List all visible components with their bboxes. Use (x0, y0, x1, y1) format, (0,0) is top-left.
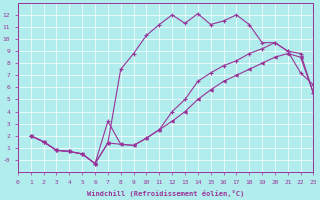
X-axis label: Windchill (Refroidissement éolien,°C): Windchill (Refroidissement éolien,°C) (87, 190, 244, 197)
